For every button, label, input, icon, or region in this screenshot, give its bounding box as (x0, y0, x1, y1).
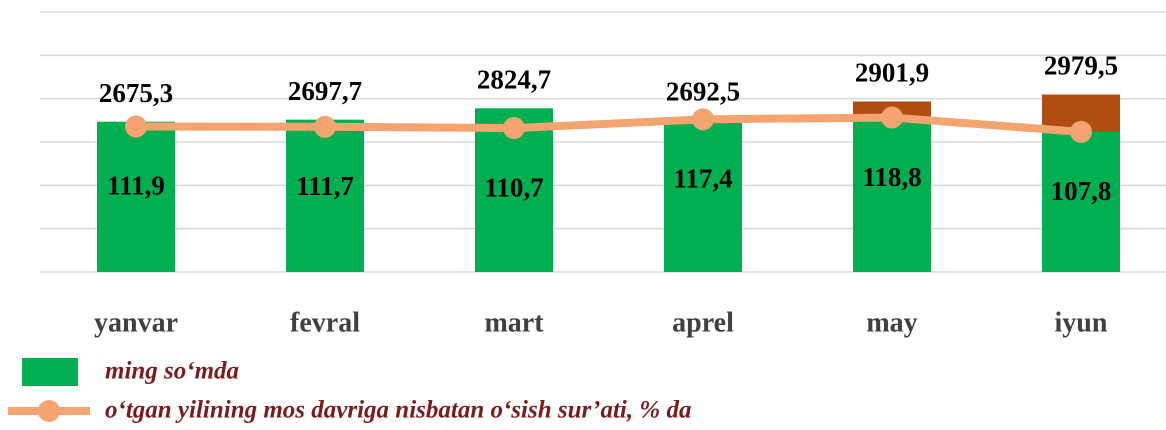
x-tick-label: mart (484, 307, 544, 338)
legend-swatch-marker (38, 400, 60, 422)
growth-value-label: 107,8 (1051, 176, 1112, 206)
growth-marker (503, 117, 525, 140)
bar-value-label: 2692,5 (666, 76, 740, 106)
bar (853, 101, 931, 272)
bar-value-label: 2824,7 (477, 65, 551, 95)
bar-value-label: 2901,9 (855, 58, 929, 88)
bar (664, 120, 742, 272)
growth-marker (881, 106, 903, 129)
legend-swatch-bar (22, 358, 78, 386)
legend-label: o‘tgan yilining mos davriga nisbatan o‘s… (105, 397, 691, 424)
legend-label: ming so‘mda (105, 358, 239, 385)
growth-value-label: 111,9 (107, 171, 165, 201)
growth-marker (125, 115, 147, 138)
growth-value-label: 118,8 (862, 162, 921, 192)
bar (286, 119, 364, 272)
bar-value-label: 2675,3 (99, 78, 173, 108)
growth-value-label: 110,7 (484, 172, 543, 202)
x-tick-label: yanvar (94, 307, 178, 338)
growth-line (135, 113, 1082, 136)
bar-value-label: 2697,7 (288, 76, 362, 106)
x-tick-label: fevral (290, 307, 360, 338)
x-tick-label: may (866, 307, 917, 338)
growth-marker (314, 115, 336, 138)
growth-value-label: 111,7 (296, 171, 354, 201)
x-tick-label: iyun (1055, 307, 1108, 338)
growth-value-label: 117,4 (673, 164, 732, 194)
x-tick-label: aprel (672, 307, 734, 338)
growth-marker (692, 108, 714, 131)
bar-value-label: 2979,5 (1044, 51, 1118, 81)
growth-marker (1070, 120, 1092, 143)
bar (97, 121, 175, 272)
